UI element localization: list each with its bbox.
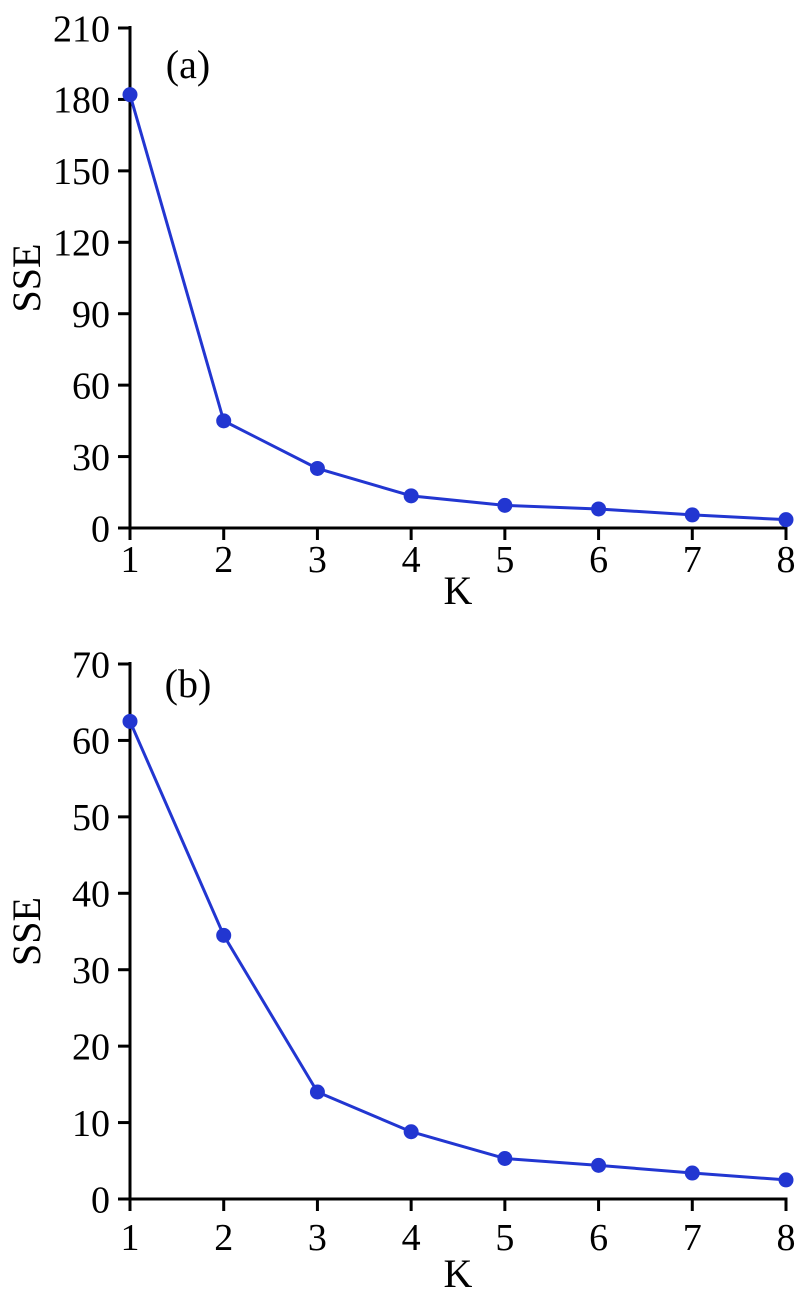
x-tick-label: 8	[777, 1217, 796, 1259]
data-point-marker	[403, 1124, 419, 1140]
data-point-marker	[309, 1084, 325, 1100]
data-point-marker	[684, 1165, 700, 1181]
x-tick-label: 2	[214, 1217, 233, 1259]
data-point-marker	[591, 501, 607, 517]
data-point-marker	[778, 512, 794, 528]
x-axis-label: K	[444, 1251, 473, 1293]
y-tick-label: 60	[72, 721, 110, 763]
y-tick-label: 120	[53, 223, 110, 265]
line-chart-b: 0 10 20 30 40 50 60 70 1 2 3 4 5 6 7 8 (b) K SSE	[4, 644, 796, 1293]
data-point-marker	[497, 497, 513, 513]
data-point-marker	[122, 87, 138, 103]
y-axis-label: SSE	[4, 244, 49, 313]
x-tick-label: 6	[589, 1217, 608, 1259]
x-tick-label: 2	[214, 539, 233, 581]
sse-line-series	[128, 720, 787, 1182]
panel-label: (a)	[166, 42, 210, 87]
y-tick-label: 0	[91, 1179, 110, 1221]
data-point-marker	[216, 413, 232, 429]
y-tick-label: 30	[72, 950, 110, 992]
data-point-marker	[216, 927, 232, 943]
y-tick-label: 0	[91, 508, 110, 550]
x-tick-label: 3	[308, 539, 327, 581]
x-tick-label: 7	[683, 1217, 702, 1259]
x-tick-label: 1	[121, 539, 140, 581]
y-tick-label: 210	[53, 8, 110, 50]
x-tick-label: 1	[121, 1217, 140, 1259]
data-point-marker	[403, 488, 419, 504]
y-tick-label: 150	[53, 151, 110, 193]
x-tick-label: 8	[777, 539, 796, 581]
data-point-marker	[778, 1172, 794, 1188]
x-tick-label: 6	[589, 539, 608, 581]
panel-label: (b)	[165, 661, 212, 706]
sse-line-series	[128, 94, 787, 522]
y-tick-label: 90	[72, 294, 110, 336]
y-tick-label: 40	[72, 874, 110, 916]
data-point-marker	[684, 507, 700, 523]
data-point-marker	[497, 1150, 513, 1166]
x-tick-label: 3	[308, 1217, 327, 1259]
y-tick-label: 180	[53, 80, 110, 122]
y-tick-label: 10	[72, 1103, 110, 1145]
panel-a: 0 30 60 90 120 150 180 210 1 2 3 4 5 6 7 8 (a) K SSE	[0, 0, 800, 625]
x-tick-label: 7	[683, 539, 702, 581]
y-tick-label: 30	[72, 437, 110, 479]
x-tick-label: 5	[495, 539, 514, 581]
data-point-marker	[591, 1157, 607, 1173]
y-tick-label: 60	[72, 365, 110, 407]
y-tick-label: 20	[72, 1026, 110, 1068]
x-tick-label: 4	[402, 1217, 421, 1259]
x-axis-label: K	[444, 568, 473, 613]
x-tick-label: 5	[495, 1217, 514, 1259]
y-tick-label: 50	[72, 797, 110, 839]
panel-b: 0 10 20 30 40 50 60 70 1 2 3 4 5 6 7 8 (b) K SSE	[0, 625, 800, 1293]
y-axis-label: SSE	[4, 897, 49, 966]
y-tick-label: 70	[72, 644, 110, 686]
data-point-marker	[122, 713, 138, 729]
data-point-marker	[309, 460, 325, 476]
line-chart-a: 0 30 60 90 120 150 180 210 1 2 3 4 5 6 7 8 (a) K SSE	[4, 8, 796, 613]
x-tick-label: 4	[402, 539, 421, 581]
